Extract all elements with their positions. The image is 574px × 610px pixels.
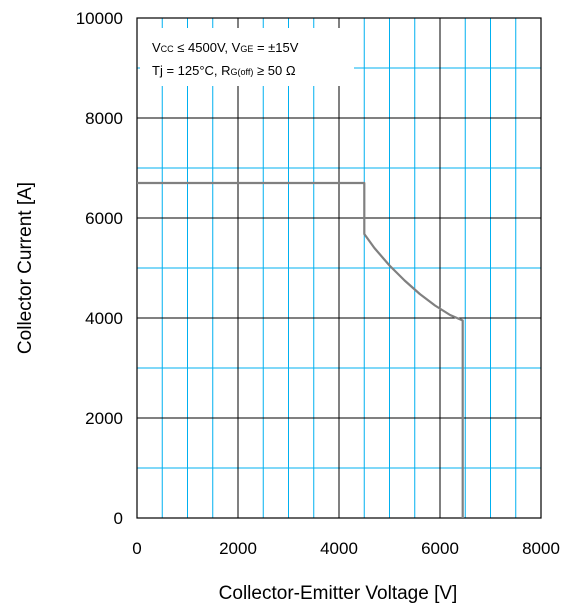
- x-tick-label: 0: [132, 539, 141, 558]
- y-tick-label: 6000: [85, 209, 123, 228]
- series-group: [137, 181, 464, 518]
- soa-curve: [137, 181, 464, 518]
- y-tick-label: 0: [114, 509, 123, 528]
- x-tick-label: 8000: [522, 539, 560, 558]
- y-tick-labels: 0 2000 4000 6000 8000 10000: [76, 9, 123, 528]
- annotation-line-1: VCC ≤ 4500V, VGE = ±15V: [152, 40, 299, 55]
- major-grid: [137, 18, 541, 518]
- plot-frame: [136, 17, 542, 519]
- y-axis-title: Collector Current [A]: [15, 182, 36, 354]
- annotation-box: VCC ≤ 4500V, VGE = ±15V Tj = 125°C, RG(o…: [140, 28, 354, 86]
- x-tick-label: 4000: [320, 539, 358, 558]
- x-tick-label: 2000: [219, 539, 257, 558]
- x-tick-label: 6000: [421, 539, 459, 558]
- x-tick-labels: 0 2000 4000 6000 8000: [132, 539, 560, 558]
- y-tick-label: 10000: [76, 9, 123, 28]
- y-tick-label: 4000: [85, 309, 123, 328]
- y-tick-label: 2000: [85, 409, 123, 428]
- y-tick-label: 8000: [85, 109, 123, 128]
- annotation-background: [140, 28, 354, 86]
- annotation-line-2: Tj = 125°C, RG(off) ≥ 50 Ω: [152, 63, 296, 78]
- x-axis-title: Collector-Emitter Voltage [V]: [219, 583, 458, 604]
